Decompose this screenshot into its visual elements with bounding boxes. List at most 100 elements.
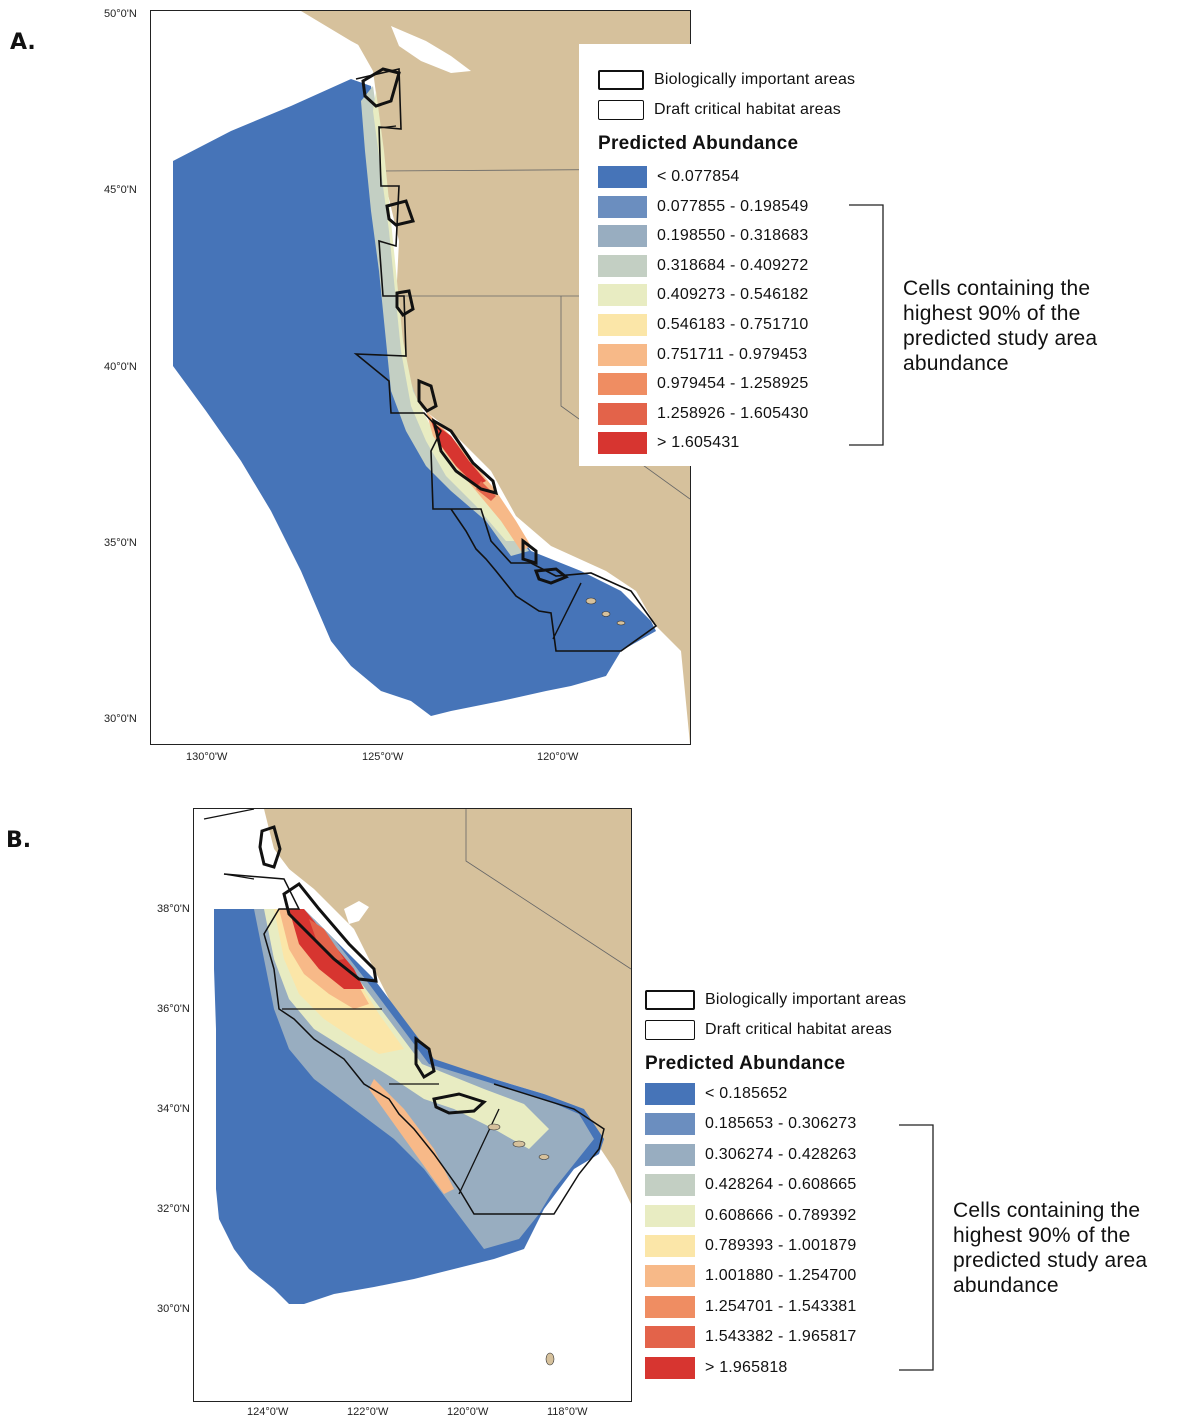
panel-a-lon-tick: 120°0'W: [537, 751, 579, 763]
legend-class-row: < 0.077854: [598, 166, 740, 188]
panel-a-legend: Biologically important areas Draft criti…: [579, 44, 889, 466]
legend-class-swatch: [645, 1143, 695, 1166]
note-line: highest 90% of the: [903, 302, 1081, 325]
legend-title: Predicted Abundance: [598, 133, 799, 154]
legend-class-swatch: [645, 1113, 695, 1136]
legend-title: Predicted Abundance: [645, 1053, 846, 1074]
draft-critical-habitat-divider-3: [458, 1108, 500, 1195]
panel-b-lat-tick: 32°0'N: [157, 1203, 190, 1215]
legend-class-label: 0.409273 - 0.546182: [657, 286, 809, 304]
panel-a-lat-tick: 35°0'N: [104, 537, 137, 549]
legend-class-label: 0.608666 - 0.789392: [705, 1206, 857, 1224]
legend-class-swatch: [598, 402, 647, 425]
legend-class-label: 1.001880 - 1.254700: [705, 1267, 857, 1285]
legend-class-label: > 1.965818: [705, 1358, 788, 1376]
legend-class-row: 0.979454 - 1.258925: [598, 373, 809, 396]
legend-class-label: < 0.077854: [657, 168, 740, 185]
panel-a-letter: A.: [10, 30, 36, 55]
panel-a-bracket: [849, 204, 884, 446]
panel-a-lat-tick: 40°0'N: [104, 361, 137, 373]
panel-b-legend: Biologically important areas Draft criti…: [645, 978, 945, 1388]
legend-class-row: 0.185653 - 0.306273: [645, 1113, 857, 1136]
sf-bay: [344, 901, 369, 924]
legend-class-row: 0.306274 - 0.428263: [645, 1143, 857, 1166]
panel-a-lon-tick: 125°0'W: [362, 751, 404, 763]
legend-class-label: 1.543382 - 1.965817: [705, 1328, 857, 1346]
bia-outline-6: [521, 537, 538, 566]
bia-outline-b3: [414, 1035, 436, 1080]
legend-class-label: 0.077855 - 0.198549: [657, 197, 809, 215]
legend-class-row: 0.608666 - 0.789392: [645, 1204, 857, 1227]
unmodeled-north: [194, 809, 304, 909]
legend-class-swatch: [645, 1326, 695, 1349]
bia-outline-b2: [282, 881, 378, 983]
hotspot-red: [431, 421, 486, 486]
legend-class-row: 0.077855 - 0.198549: [598, 195, 809, 218]
draft-critical-habitat-north: [203, 809, 255, 880]
legend-class-row: > 1.605431: [598, 432, 740, 455]
note-line: abundance: [953, 1274, 1059, 1297]
legend-class-row: 0.751711 - 0.979453: [598, 343, 808, 366]
legend-class-row: 1.001880 - 1.254700: [645, 1265, 857, 1288]
legend-class-swatch: [598, 343, 647, 366]
note-line: Cells containing the: [953, 1199, 1141, 1222]
puget-sound: [391, 26, 471, 73]
legend-class-swatch: [598, 314, 647, 336]
legend-class-row: < 0.185652: [645, 1083, 788, 1105]
legend-bia-row: Biologically important areas: [598, 69, 855, 91]
legend-class-label: 0.428264 - 0.608665: [705, 1176, 857, 1194]
legend-class-swatch: [645, 1356, 695, 1379]
bia-outline-b1: [258, 825, 282, 869]
legend-class-swatch: [645, 1174, 695, 1197]
land-vancouver-island: [301, 11, 436, 73]
panel-a-lat-tick: 45°0'N: [104, 184, 137, 196]
legend-class-label: 0.751711 - 0.979453: [657, 345, 808, 363]
legend-dch-swatch: [598, 100, 644, 120]
legend-class-swatch: [645, 1083, 695, 1105]
legend-class-row: 1.254701 - 1.543381: [645, 1295, 857, 1318]
band-streak: [369, 1079, 454, 1194]
bia-outline-1: [361, 67, 401, 108]
panel-a-lat-tick: 30°0'N: [104, 713, 137, 725]
legend-class-label: 0.198550 - 0.318683: [657, 227, 809, 245]
channel-island-b2: [512, 1140, 526, 1148]
legend-class-swatch: [598, 225, 647, 248]
note-line: abundance: [903, 352, 1009, 375]
panel-b-lat-tick: 30°0'N: [157, 1303, 190, 1315]
legend-class-label: 0.318684 - 0.409272: [657, 256, 809, 274]
legend-dch-row: Draft critical habitat areas: [645, 1019, 892, 1041]
draft-critical-habitat-bight-line: [552, 582, 582, 640]
legend-class-label: 0.185653 - 0.306273: [705, 1115, 857, 1133]
panel-b-map-svg: [194, 809, 631, 1366]
legend-class-swatch: [645, 1295, 695, 1318]
bia-outline-b4: [432, 1092, 487, 1115]
draft-critical-habitat-boundary-b: [223, 873, 605, 1215]
legend-class-row: 0.409273 - 0.546182: [598, 284, 809, 307]
band-red-2: [309, 919, 344, 961]
note-line: highest 90% of the: [953, 1224, 1131, 1247]
note-line: Cells containing the: [903, 277, 1091, 300]
channel-island-3: [616, 620, 626, 626]
bia-outline-7: [533, 567, 569, 585]
legend-class-label: > 1.605431: [657, 434, 740, 452]
note-line: predicted study area: [903, 327, 1098, 350]
legend-class-row: 0.198550 - 0.318683: [598, 225, 809, 248]
legend-class-swatch: [598, 373, 647, 396]
legend-class-swatch: [598, 195, 647, 218]
legend-dch-row: Draft critical habitat areas: [598, 99, 841, 121]
legend-class-label: 0.979454 - 1.258925: [657, 375, 809, 393]
legend-bia-swatch: [598, 70, 644, 90]
legend-bia-label: Biologically important areas: [705, 991, 907, 1008]
legend-class-swatch: [598, 432, 647, 455]
legend-class-swatch: [598, 254, 647, 277]
legend-class-label: 1.254701 - 1.543381: [705, 1297, 857, 1315]
draft-critical-habitat-boundary: [353, 68, 658, 652]
legend-bia-row: Biologically important areas: [645, 989, 906, 1011]
state-border-ca-nv: [465, 809, 631, 970]
legend-class-row: 1.258926 - 1.605430: [598, 402, 809, 425]
channel-island-b3: [538, 1154, 550, 1160]
draft-critical-habitat-border-1: [378, 125, 397, 129]
legend-bia-swatch: [645, 990, 695, 1010]
panel-b-map: [193, 808, 632, 1402]
socal-bight: [531, 561, 651, 651]
